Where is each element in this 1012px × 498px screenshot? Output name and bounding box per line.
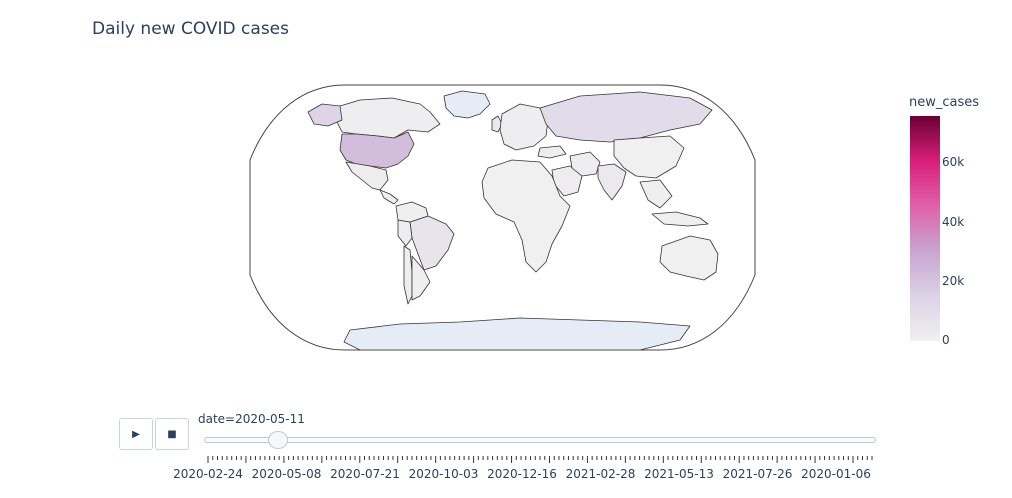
region-southamother[interactable] xyxy=(395,201,429,223)
slider-tick-label[interactable]: 2021-02-28 xyxy=(565,467,636,481)
region-antarctica[interactable] xyxy=(343,317,691,350)
slider-tick-label[interactable]: 2021-07-26 xyxy=(722,467,793,481)
slider-tick-label[interactable]: 2020-10-03 xyxy=(408,467,479,481)
slider-track[interactable] xyxy=(204,437,876,443)
stop-button[interactable]: ■ xyxy=(155,418,189,450)
slider-tick-label[interactable]: 2020-02-24 xyxy=(173,467,243,481)
slider-tick-label[interactable]: 2020-01-06 xyxy=(801,467,871,481)
region-alaska-area[interactable] xyxy=(307,103,343,127)
colorbar-tick-label: 0 xyxy=(942,333,950,347)
slider-current-label: date=2020-05-11 xyxy=(198,412,305,426)
region-brazil[interactable] xyxy=(409,215,455,271)
region-centralam[interactable] xyxy=(379,189,399,205)
region-china[interactable] xyxy=(613,135,685,179)
region-indonesia[interactable] xyxy=(651,211,709,227)
chart-title: Daily new COVID cases xyxy=(92,19,289,39)
colorbar-tick-label: 40k xyxy=(942,214,965,229)
slider-tick-label[interactable]: 2020-07-21 xyxy=(330,467,400,481)
region-africa[interactable] xyxy=(481,159,571,273)
region-southamsouth[interactable] xyxy=(411,255,431,301)
colorbar-tick-label: 60k xyxy=(942,155,965,170)
slider-tick-label[interactable]: 2020-05-08 xyxy=(251,467,322,481)
colorbar-tick-label: 20k xyxy=(942,273,965,288)
region-united-states[interactable] xyxy=(339,131,415,169)
colorbar xyxy=(910,116,940,341)
region-turkey[interactable] xyxy=(537,145,567,159)
region-europe[interactable] xyxy=(499,103,549,151)
region-india[interactable] xyxy=(597,163,627,201)
region-australia[interactable] xyxy=(659,235,719,281)
slider-tick-label[interactable]: 2020-12-16 xyxy=(487,467,557,481)
play-button[interactable]: ▶ xyxy=(119,418,153,450)
region-greenland[interactable] xyxy=(443,90,491,119)
play-icon: ▶ xyxy=(132,428,140,440)
colorbar-title: new_cases xyxy=(909,95,980,110)
slider-tick-label[interactable]: 2021-05-13 xyxy=(644,467,714,481)
stop-icon: ■ xyxy=(167,428,177,440)
region-seasia[interactable] xyxy=(639,179,673,209)
region-iran[interactable] xyxy=(569,151,601,177)
slider-handle[interactable] xyxy=(267,431,288,449)
region-russia[interactable] xyxy=(539,91,713,143)
region-canada[interactable] xyxy=(335,97,441,139)
